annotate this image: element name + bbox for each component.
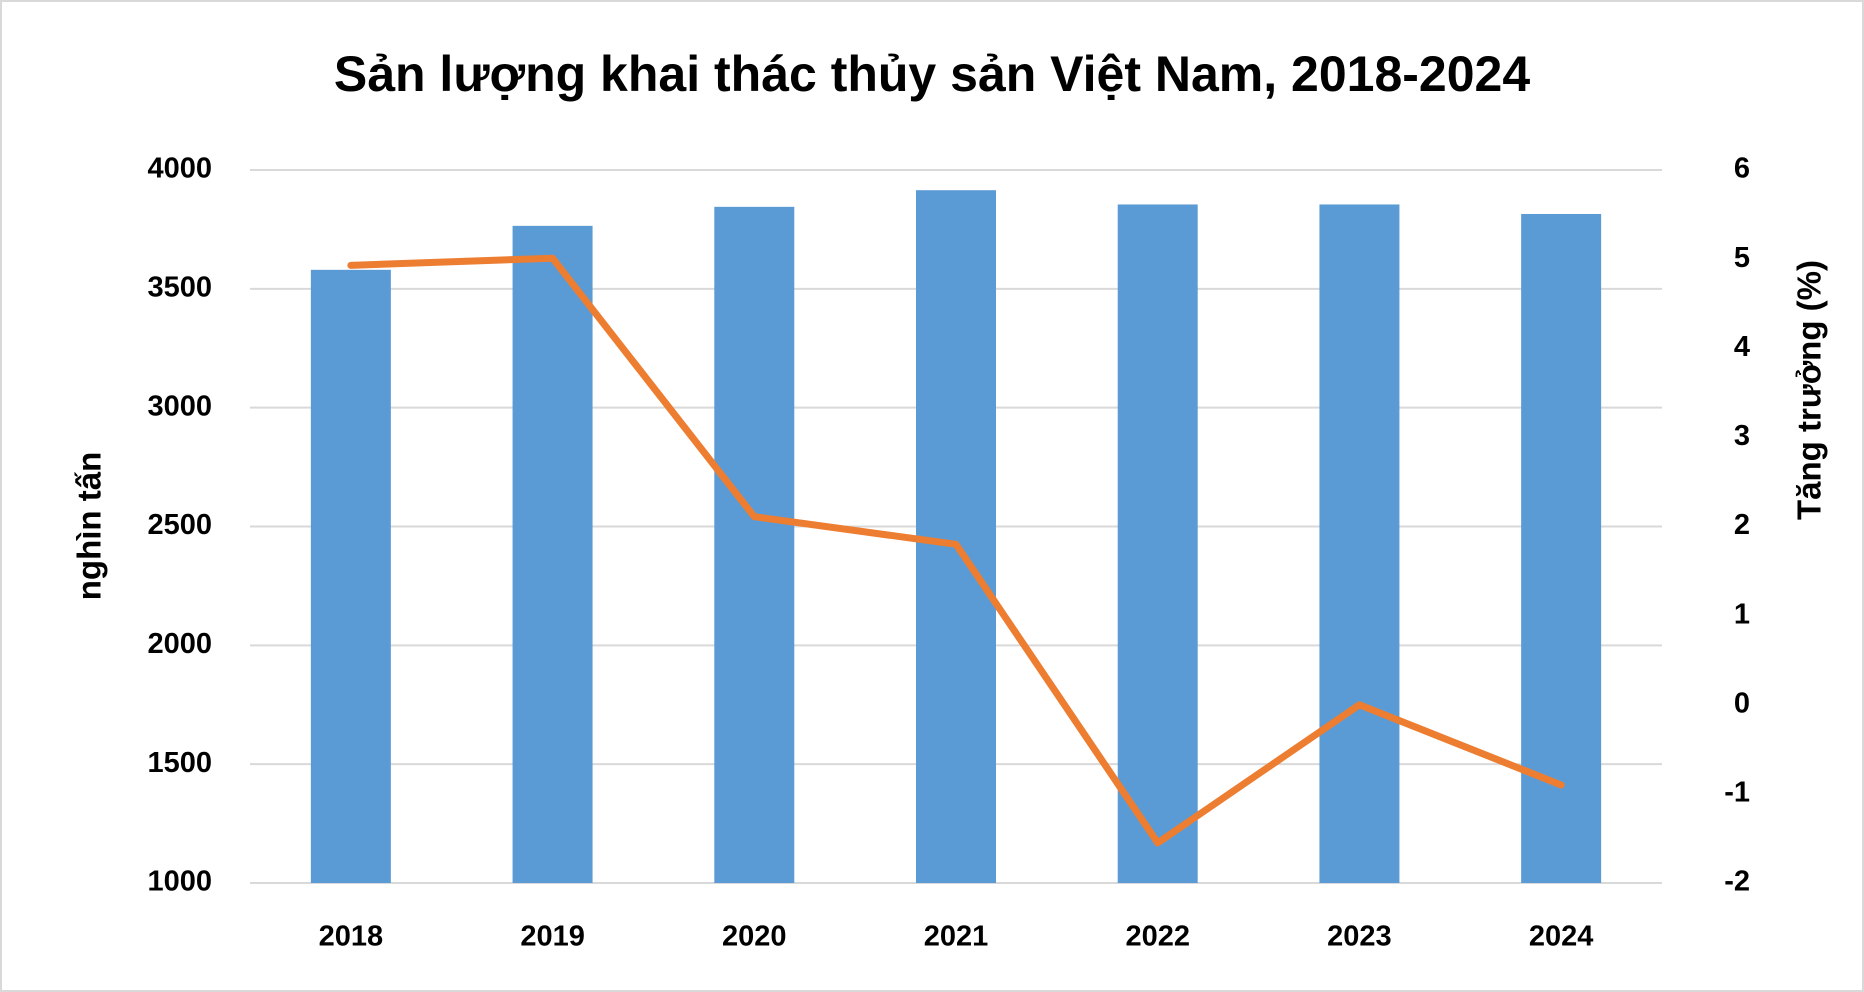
line: [347, 254, 1565, 847]
y-tick-label: 1500: [147, 747, 212, 779]
y2-tick-label: 6: [1734, 153, 1750, 185]
y-tick-label: 3000: [147, 390, 212, 422]
y2-axis-label: Tăng trưởng (%): [1791, 260, 1828, 520]
y2-tick-label: 5: [1734, 242, 1750, 274]
bar: [714, 206, 795, 884]
y2-tick-label: 3: [1734, 420, 1750, 452]
y2-tick-label: 2: [1734, 509, 1750, 541]
x-tick-label: 2023: [1327, 921, 1392, 953]
bar: [310, 269, 391, 883]
bar: [1319, 204, 1400, 883]
y-tick-label: 4000: [147, 153, 212, 185]
y2-tick-label: -2: [1724, 866, 1750, 898]
chart-title: Sản lượng khai thác thủy sản Việt Nam, 2…: [334, 46, 1530, 102]
y2-tick-label: 4: [1734, 331, 1750, 363]
x-tick-label: 2019: [520, 921, 585, 953]
y-tick-label: 2500: [147, 509, 212, 541]
bar: [512, 225, 593, 883]
x-tick-label: 2018: [319, 921, 384, 953]
bar: [1117, 204, 1198, 883]
x-tick-label: 2020: [722, 921, 787, 953]
x-tick-label: 2021: [924, 921, 989, 953]
y-tick-label: 1000: [147, 866, 212, 898]
bar: [916, 190, 996, 883]
y-axis-label: nghìn tấn: [71, 452, 108, 600]
x-tick-label: 2024: [1529, 921, 1594, 953]
y2-tick-label: -1: [1724, 777, 1750, 809]
x-tick-label: 2022: [1125, 921, 1190, 953]
y-tick-label: 3500: [147, 271, 212, 303]
y-tick-label: 2000: [147, 628, 212, 660]
y2-tick-label: 0: [1734, 687, 1750, 719]
y2-tick-label: 1: [1734, 598, 1750, 630]
